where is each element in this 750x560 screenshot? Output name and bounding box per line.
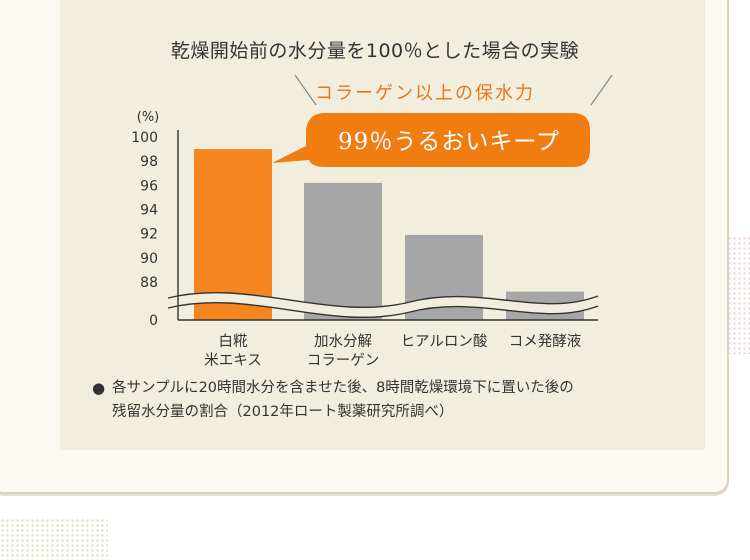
- callout-text: 99％うるおいキープ: [338, 129, 560, 155]
- footnote: ● 各サンプルに20時間水分を含ませた後、8時間乾燥環境下に置いた後の 残留水分…: [92, 376, 672, 424]
- footnote-bullet: ●: [92, 379, 106, 397]
- chart-subtitle: コラーゲン以上の保水力: [315, 83, 535, 104]
- chart-title: 乾燥開始前の水分量を100％とした場合の実験: [170, 40, 580, 62]
- y-tick-96: 96: [140, 178, 158, 194]
- x-category-label-1-2: 米エキス: [204, 352, 262, 369]
- y-tick-94: 94: [140, 203, 158, 219]
- footnote-line-2: 残留水分量の割合（2012年ロート製薬研究所調べ）: [112, 404, 454, 420]
- bar-2: [304, 182, 382, 320]
- y-tick-88: 88: [140, 275, 158, 291]
- chart-panel: [60, 0, 705, 450]
- axis-break-line-lower: [167, 301, 599, 319]
- x-category-label-4-1: コメ発酵液: [509, 333, 582, 350]
- x-category-label-3-1: ヒアルロン酸: [401, 333, 488, 350]
- y-tick-98: 98: [140, 154, 158, 170]
- x-category-label-2-2: コラーゲン: [307, 352, 380, 369]
- y-axis-unit-label: (%): [137, 110, 160, 125]
- green-dot-pattern-bottom-left: [0, 518, 108, 560]
- y-tick-zero: 0: [149, 313, 158, 329]
- x-category-label-2-1: 加水分解: [314, 333, 372, 350]
- bar-1: [194, 149, 272, 320]
- footnote-line-1: 各サンプルに20時間水分を含ませた後、8時間乾燥環境下に置いた後の: [112, 380, 574, 396]
- axis-break-line-upper: [167, 291, 599, 309]
- x-category-label-1-1: 白糀: [219, 333, 248, 350]
- y-tick-100: 100: [131, 130, 158, 146]
- y-tick-90: 90: [140, 251, 158, 267]
- y-tick-92: 92: [140, 227, 158, 243]
